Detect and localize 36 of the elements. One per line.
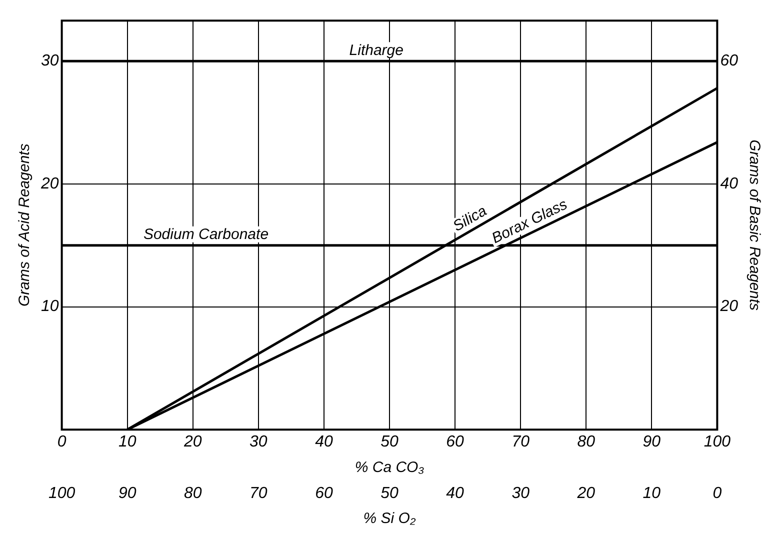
x2-tick-label: 70 bbox=[250, 484, 268, 502]
x-tick-label: 60 bbox=[446, 434, 464, 451]
x2-axis-title: % Si O₂ bbox=[363, 510, 416, 528]
x2-tick-label: 10 bbox=[642, 484, 661, 502]
x-tick-label: 50 bbox=[380, 434, 398, 451]
x-tick-label: 20 bbox=[182, 434, 202, 451]
y-tick-label: 10 bbox=[41, 298, 59, 316]
x2-tick-label: 60 bbox=[315, 484, 333, 502]
x-tick-label: 10 bbox=[118, 434, 136, 451]
y2-tick-label: 60 bbox=[720, 52, 738, 70]
x2-tick-label: 90 bbox=[118, 484, 136, 502]
x-tick-label: 0 bbox=[57, 434, 66, 451]
y-tick-label: 20 bbox=[40, 175, 59, 192]
y-tick-label: 30 bbox=[41, 52, 59, 70]
text: Borax Glass bbox=[489, 196, 570, 248]
x2-tick-label: 100 bbox=[48, 484, 76, 502]
series-label: Sodium Carbonate bbox=[143, 226, 269, 244]
x2-tick-label: 80 bbox=[184, 484, 202, 502]
y2-axis-title: Grams of Basic Reagents bbox=[746, 140, 763, 312]
x-axis-title: % Ca CO₃ bbox=[354, 458, 424, 476]
x2-tick-label: 30 bbox=[512, 484, 530, 502]
y2-tick-label: 20 bbox=[719, 298, 738, 316]
x-tick-label: 80 bbox=[577, 434, 596, 451]
x2-tick-label: 20 bbox=[576, 484, 596, 502]
text: Silica bbox=[450, 202, 490, 236]
x2-tick-label: 40 bbox=[446, 484, 464, 502]
x2-tick-label: 0 bbox=[712, 484, 722, 502]
y2-tick-label: 40 bbox=[720, 175, 738, 192]
x-tick-label: 30 bbox=[250, 434, 268, 451]
x-tick-label: 40 bbox=[315, 434, 333, 451]
series-label: Litharge bbox=[349, 42, 404, 59]
x-tick-label: 90 bbox=[642, 434, 661, 451]
y-axis-title: Grams of Acid Reagents bbox=[16, 143, 34, 307]
x-tick-label: 70 bbox=[512, 434, 530, 451]
x2-tick-label: 50 bbox=[380, 484, 398, 502]
x-tick-label: 100 bbox=[704, 434, 731, 451]
